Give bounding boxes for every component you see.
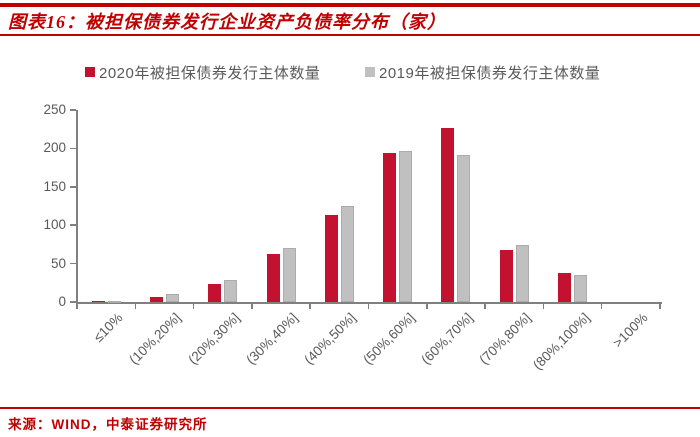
y-tick-label: 50 (50, 255, 66, 271)
bar-series2020-2 (208, 284, 222, 302)
legend-item-2020: 2020年被担保债券发行主体数量 (85, 61, 320, 83)
bar-series2019-3 (282, 248, 296, 302)
legend-swatch-2020-icon (85, 67, 95, 77)
x-category-label: (50%,60%] (359, 310, 418, 368)
bar-series2019-4 (340, 206, 354, 302)
bar-series2020-7 (499, 249, 513, 302)
bar-series2019-2 (224, 279, 238, 302)
y-tick-label: 0 (58, 294, 66, 309)
bar-series2020-4 (324, 215, 338, 302)
legend-item-2019: 2019年被担保债券发行主体数量 (365, 61, 600, 83)
x-tick-mark (134, 304, 137, 309)
x-tick-mark (542, 304, 545, 309)
x-category-label: (70%,80%] (476, 310, 534, 368)
bar-series2020-0 (91, 301, 105, 302)
bar-series2020-3 (266, 254, 280, 302)
bar-series2020-5 (383, 153, 397, 302)
x-tick-mark (426, 304, 428, 309)
bar-series2020-1 (149, 296, 163, 302)
y-tick-mark (70, 186, 76, 188)
x-tick-mark (600, 304, 603, 309)
x-category-label: (60%,70%] (418, 310, 476, 368)
chart-legend: 2020年被担保债券发行主体数量 2019年被担保债券发行主体数量 (0, 61, 700, 83)
y-tick-label: 250 (43, 102, 66, 117)
x-category-label: (80%,100%] (529, 310, 593, 373)
x-tick-mark (484, 304, 486, 309)
bar-series2020-6 (441, 127, 455, 302)
x-tick-mark (76, 304, 78, 309)
figure-title: 图表16：被担保债券发行企业资产负债率分布（家） (8, 12, 446, 32)
title-underline-rule (0, 34, 700, 36)
y-tick-label: 100 (43, 217, 66, 233)
y-tick-mark (70, 109, 76, 111)
bar-series2020-8 (558, 272, 572, 302)
y-tick-mark (70, 147, 76, 150)
bar-series2019-0 (107, 300, 121, 303)
x-tick-mark (367, 304, 370, 309)
x-category-label: (40%,50%] (301, 310, 359, 368)
bar-series2019-7 (515, 245, 529, 302)
x-tick-mark (659, 304, 661, 309)
x-tick-mark (251, 304, 253, 309)
x-tick-mark (309, 304, 311, 309)
y-tick-label: 150 (43, 178, 66, 194)
bar-series2019-1 (165, 293, 179, 302)
bar-series2019-5 (399, 150, 413, 302)
footer-rule (0, 407, 700, 409)
x-tick-mark (192, 304, 195, 309)
bar-series2019-8 (574, 275, 588, 302)
y-tick-label: 200 (43, 140, 66, 156)
x-axis-line (76, 302, 662, 304)
legend-swatch-2019-icon (365, 67, 375, 77)
y-tick-mark (70, 224, 76, 226)
y-axis-line (76, 110, 78, 304)
legend-label-2019: 2019年被担保债券发行主体数量 (379, 64, 601, 82)
source-note: 来源：WIND，中泰证券研究所 (8, 417, 208, 432)
top-rule (0, 3, 700, 7)
legend-label-2020: 2020年被担保债券发行主体数量 (99, 64, 321, 82)
bar-series2019-6 (457, 155, 471, 302)
y-tick-mark (70, 301, 76, 303)
y-tick-mark (70, 262, 76, 265)
x-category-label: >100% (609, 310, 651, 351)
